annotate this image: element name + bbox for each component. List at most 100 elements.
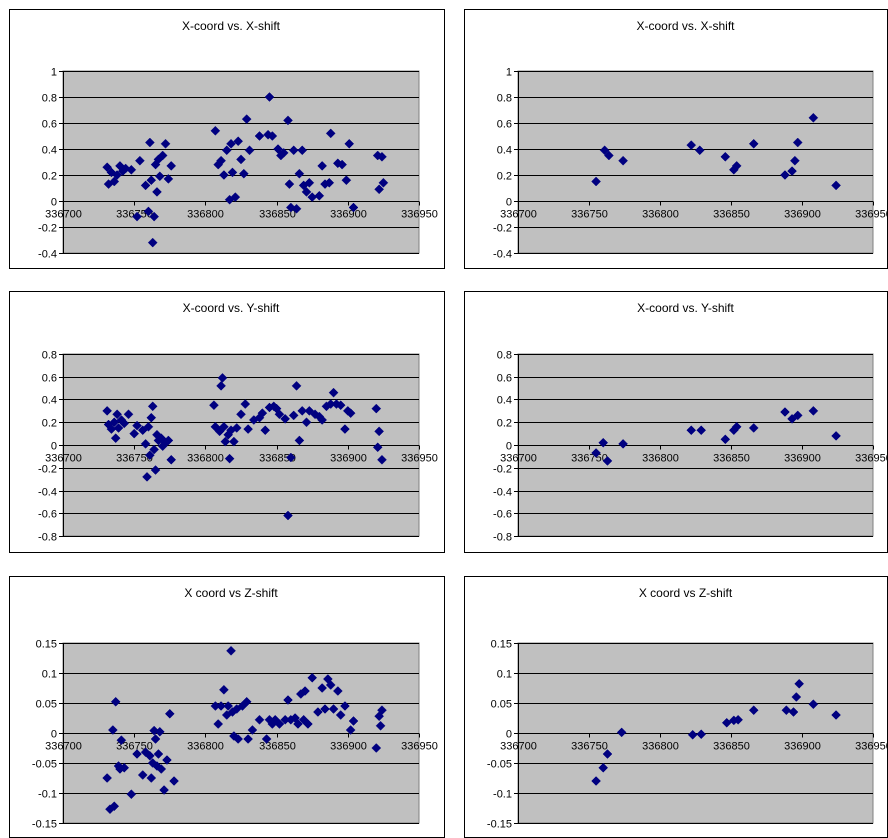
data-point [694, 145, 705, 156]
data-point [297, 406, 308, 416]
data-point [808, 112, 819, 123]
y-tick-label: 0.6 [42, 373, 57, 385]
x-tick-label: 336900 [784, 453, 821, 465]
data-point [257, 408, 268, 419]
x-tick-label: 336700 [500, 209, 537, 221]
data-point [219, 170, 229, 180]
data-point [288, 145, 299, 156]
data-point [792, 410, 803, 421]
chart-title: X-coord vs. Y-shift [637, 301, 734, 315]
y-tick-label: -0.8 [38, 532, 57, 544]
y-tick-label: -0.15 [32, 819, 57, 831]
data-point [790, 155, 800, 166]
data-point [113, 423, 124, 433]
data-point [146, 412, 157, 423]
data-point [371, 403, 382, 414]
data-point [221, 145, 232, 156]
data-point [132, 420, 142, 431]
y-tick-label: 0.8 [497, 93, 512, 105]
data-point [283, 115, 293, 126]
data-point [132, 749, 142, 759]
y-tick-label: 1 [51, 67, 57, 79]
data-point [374, 184, 384, 195]
data-point [317, 415, 328, 425]
data-point [159, 785, 169, 795]
data-point [164, 708, 175, 719]
y-tick-label: -0.1 [38, 789, 57, 801]
data-point [267, 131, 278, 141]
data-point [831, 180, 841, 191]
data-point [340, 701, 350, 711]
data-point [325, 680, 336, 690]
x-tick-label: 336900 [784, 209, 821, 221]
data-point [377, 454, 387, 465]
data-point [748, 423, 759, 433]
data-point [166, 161, 177, 171]
data-point [226, 645, 236, 656]
x-tick-label: 336900 [330, 453, 367, 465]
y-tick-label: 1 [506, 67, 512, 79]
data-point [328, 387, 339, 398]
data-point [792, 137, 803, 148]
x-tick-label: 336700 [45, 741, 82, 753]
data-point [145, 450, 155, 461]
data-point [116, 735, 127, 746]
data-point [283, 510, 293, 521]
data-point [301, 187, 312, 197]
x-tick-label: 336800 [187, 209, 224, 221]
data-point [227, 167, 238, 178]
y-tick-label: 0.15 [36, 639, 57, 651]
data-point [780, 170, 790, 180]
data-point [229, 436, 239, 447]
y-tick-label: -0.6 [493, 509, 512, 521]
y-tick-label: -0.8 [493, 532, 512, 544]
data-point [147, 237, 158, 248]
data-point [233, 136, 244, 147]
x-tick-label: 336700 [500, 453, 537, 465]
data-point [219, 421, 229, 432]
data-point [602, 456, 613, 466]
data-point [216, 701, 226, 711]
data-point [686, 425, 697, 436]
data-point [150, 465, 161, 475]
data-point [143, 206, 154, 217]
y-tick-label: 0.4 [497, 395, 512, 407]
data-point [274, 409, 285, 420]
data-point [591, 448, 601, 458]
data-point [780, 407, 790, 417]
data-point [320, 704, 330, 714]
data-point [107, 725, 118, 735]
data-point [317, 683, 328, 693]
data-point [602, 749, 613, 759]
data-point [119, 418, 130, 429]
data-point [137, 770, 148, 780]
x-tick-label: 336750 [116, 453, 153, 465]
y-tick-label: 0.2 [42, 418, 57, 430]
chart-title: X-coord vs. Y-shift [183, 301, 280, 315]
data-point [618, 155, 628, 166]
y-tick-label: 0.05 [36, 699, 57, 711]
chart-title: X coord vs Z-shift [639, 586, 733, 600]
data-point [238, 168, 249, 179]
y-tick-label: 0.2 [497, 171, 512, 183]
chart-panel-1: -0.4 -0.2 0 0.2 0.4 0.6 0.8 1 336700 336750 336800… [464, 9, 888, 269]
data-point [169, 776, 179, 786]
data-point [283, 695, 293, 705]
data-point [231, 423, 242, 433]
data-point [696, 425, 707, 436]
y-tick-label: 0.1 [42, 669, 57, 681]
data-point [731, 161, 742, 171]
data-point [794, 678, 805, 689]
data-point [163, 174, 174, 184]
data-point [335, 710, 346, 720]
data-point [152, 187, 162, 197]
data-point [261, 734, 272, 744]
data-point [377, 705, 387, 716]
data-point [604, 150, 614, 161]
x-tick-label: 336700 [500, 741, 537, 753]
data-point [224, 453, 235, 464]
data-point [291, 380, 302, 391]
x-tick-label: 336950 [401, 209, 438, 221]
x-tick-label: 336850 [713, 209, 750, 221]
data-point [102, 773, 112, 783]
